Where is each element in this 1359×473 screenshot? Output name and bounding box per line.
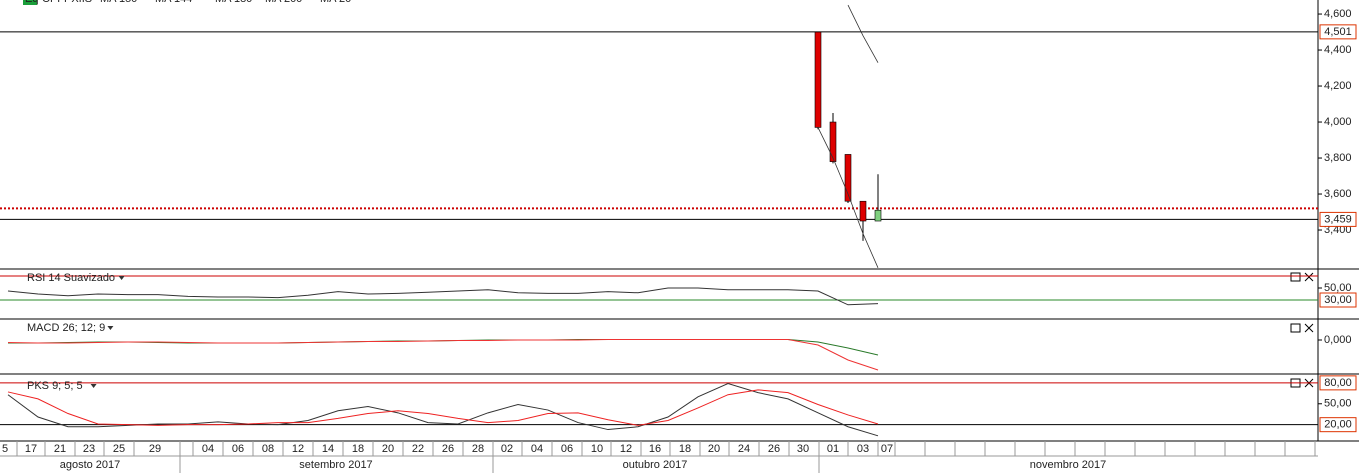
- legend-entry: CPFPXIIS: [42, 0, 92, 5]
- x-tick-label: 26: [442, 443, 454, 455]
- level-label: 30,00: [1324, 294, 1352, 306]
- dropdown-arrow: [90, 384, 97, 388]
- candle-body: [874, 209, 882, 222]
- indicator-line: [7, 339, 879, 371]
- indicator-line: [7, 383, 879, 437]
- candle-body: [859, 200, 867, 222]
- x-tick-label: 26: [768, 443, 780, 455]
- legend-entry: MA 200: [265, 0, 302, 5]
- level-label-box: [1319, 292, 1357, 308]
- month-label: agosto 2017: [60, 459, 121, 471]
- x-tick-label: 28: [472, 443, 484, 455]
- panel: 4,600 4,400 4,200 4,000 3,800 3,600 3,400: [0, 4, 1352, 268]
- y-tick-label: 0,000: [1324, 334, 1352, 346]
- x-tick-label: 21: [54, 443, 66, 455]
- maximize-button[interactable]: [1290, 272, 1301, 282]
- level-label-box: [1319, 211, 1357, 227]
- indicator-line: [7, 287, 879, 306]
- x-tick-label: 14: [322, 443, 334, 455]
- candle-body: [844, 154, 852, 202]
- x-tick-label: 03: [857, 443, 869, 455]
- legend-entry: Eq: [25, 0, 38, 5]
- level-label-box: [1319, 24, 1357, 40]
- y-tick-label: 3,800: [1324, 152, 1352, 164]
- panel: 0,000 MACD 26; 12; 9: [7, 322, 1352, 371]
- y-tick-label: 4,200: [1324, 80, 1352, 92]
- x-tick-label: 18: [679, 443, 691, 455]
- x-tick-label: 29: [149, 443, 161, 455]
- candle-body: [829, 121, 837, 162]
- level-label-box: [1319, 417, 1357, 433]
- legend-entry: MA 20: [320, 0, 351, 5]
- legend-badge: [23, 0, 37, 5]
- indicator-line: [7, 389, 879, 426]
- y-tick-label: 4,000: [1324, 116, 1352, 128]
- month-label: outubro 2017: [623, 459, 688, 471]
- x-tick-label: 16: [649, 443, 661, 455]
- x-tick-label: 01: [827, 443, 839, 455]
- x-tick-label: 23: [83, 443, 95, 455]
- x-tick-label: 06: [232, 443, 244, 455]
- x-tick-label: 20: [708, 443, 720, 455]
- y-tick-label: 50,00: [1324, 282, 1352, 294]
- y-tick-label: 50,00: [1324, 398, 1352, 410]
- dropdown-arrow: [107, 326, 114, 330]
- panel-title: PKS 9; 5; 5: [27, 380, 83, 392]
- x-tick-label: 04: [202, 443, 214, 455]
- panel-title: MACD 26; 12; 9: [27, 322, 105, 334]
- x-tick-label: 30: [797, 443, 809, 455]
- legend-entry: MA 180: [215, 0, 252, 5]
- x-tick-label: 12: [292, 443, 304, 455]
- panel: 50,00 RSI 14 Suavizado: [0, 272, 1352, 306]
- x-tick-label: 10: [591, 443, 603, 455]
- candle-body: [814, 31, 822, 128]
- x-tick-label: 02: [501, 443, 513, 455]
- level-label: 20,00: [1324, 419, 1352, 431]
- x-tick-label: 24: [738, 443, 750, 455]
- x-tick-label: 18: [352, 443, 364, 455]
- x-tick-label: 12: [620, 443, 632, 455]
- dropdown-arrow: [118, 276, 125, 280]
- level-label-box: [1319, 375, 1357, 391]
- x-tick-label: 22: [412, 443, 424, 455]
- panel: 50,00 PKS 9; 5; 5: [0, 380, 1352, 437]
- y-tick-label: 4,400: [1324, 44, 1352, 56]
- close-button[interactable]: [1304, 323, 1314, 333]
- x-tick-label: 07: [881, 443, 893, 455]
- legend-entry: MA 150: [100, 0, 137, 5]
- panel-title: RSI 14 Suavizado: [27, 272, 115, 284]
- x-tick-label: 5: [2, 443, 8, 455]
- close-button[interactable]: [1304, 272, 1314, 282]
- moving-average-line: [817, 127, 879, 268]
- x-tick-label: 06: [561, 443, 573, 455]
- x-tick-label: 25: [113, 443, 125, 455]
- moving-average-line: [847, 4, 879, 63]
- x-tick-label: 08: [262, 443, 274, 455]
- legend-entry: MA 144: [155, 0, 192, 5]
- month-label: novembro 2017: [1030, 459, 1106, 471]
- y-tick-label: 3,600: [1324, 188, 1352, 200]
- y-tick-label: 4,600: [1324, 8, 1352, 20]
- maximize-button[interactable]: [1290, 323, 1301, 333]
- level-label: 80,00: [1324, 377, 1352, 389]
- level-label: 3,459: [1324, 213, 1352, 225]
- month-label: setembro 2017: [299, 459, 372, 471]
- x-tick-label: 17: [25, 443, 37, 455]
- x-tick-label: 04: [531, 443, 543, 455]
- y-tick-label: 3,400: [1324, 224, 1352, 236]
- x-tick-label: 20: [382, 443, 394, 455]
- level-label: 4,501: [1324, 26, 1352, 38]
